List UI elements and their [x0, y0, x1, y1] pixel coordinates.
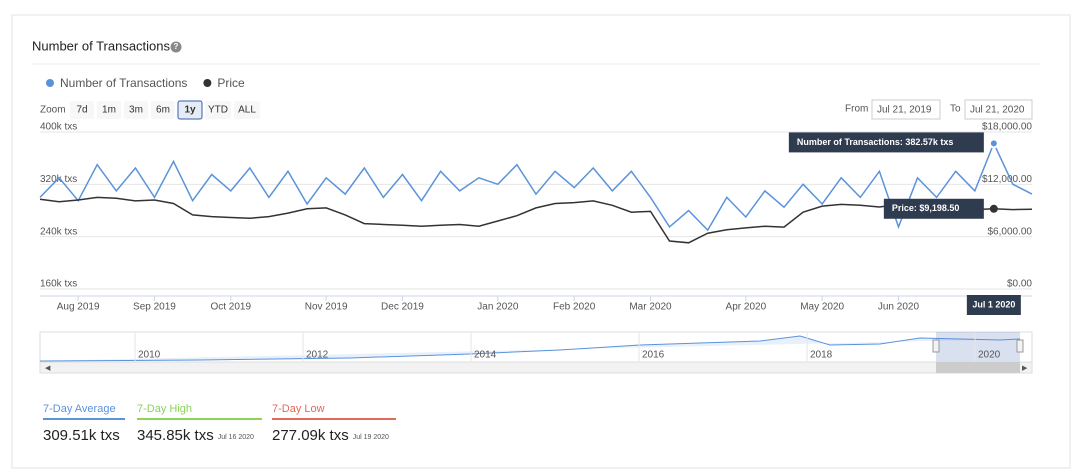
help-icon[interactable] [170, 41, 182, 53]
from-value: Jul 21, 2019 [877, 105, 932, 116]
navigator-year: 2014 [474, 350, 497, 361]
button-bg [234, 101, 260, 119]
hover-point [989, 204, 998, 213]
stat-label: 7-Day Average [43, 403, 116, 415]
y2-tick-label: $18,000.00 [982, 122, 1032, 133]
legend-marker [46, 79, 54, 87]
x-tick-label: Nov 2019 [305, 302, 348, 313]
stat-label: 7-Day Low [272, 403, 325, 415]
button-label: 3m [129, 105, 143, 116]
zoom-button[interactable]: 1y [177, 100, 203, 120]
navigator-year: 2010 [138, 350, 161, 361]
to-input[interactable] [964, 99, 1033, 120]
x-tick-label: Jun 2020 [878, 302, 920, 313]
button-label: ALL [238, 105, 256, 116]
x-tooltip-text: Jul 1 2020 [972, 299, 1015, 309]
y2-tick-label: $0.00 [1007, 279, 1032, 290]
button-label: YTD [208, 105, 228, 116]
to-label: To [950, 104, 961, 115]
button-bg [124, 101, 148, 119]
zoom-button[interactable]: 6m [151, 101, 175, 119]
from-label: From [845, 104, 868, 115]
x-tick-label: May 2020 [800, 302, 844, 313]
navigator-handle[interactable] [1016, 339, 1024, 353]
button-bg [97, 101, 121, 119]
zoom-button[interactable]: YTD [205, 101, 231, 119]
x-tick-label: Sep 2019 [133, 302, 176, 313]
scrollbar[interactable] [39, 361, 1033, 374]
series-line [39, 196, 1033, 244]
x-tick-label: Aug 2019 [57, 302, 100, 313]
navigator-year: 2020 [978, 350, 1001, 361]
x-tick-label: Oct 2019 [210, 302, 251, 313]
scrollbar-thumb[interactable] [936, 362, 1020, 373]
x-tick-label: Dec 2019 [381, 302, 424, 313]
x-tick-label: Mar 2020 [629, 302, 672, 313]
zoom-button[interactable]: ALL [234, 101, 260, 119]
stat-date: Jul 19 2020 [353, 434, 389, 441]
navigator-mask[interactable] [936, 332, 1020, 362]
to-value: Jul 21, 2020 [970, 105, 1025, 116]
series-line [39, 141, 1033, 232]
y-tick-label: 400k txs [40, 122, 77, 133]
y-tick-label: 160k txs [40, 279, 77, 290]
stat-value: 345.85k txs [137, 427, 214, 444]
from-input[interactable] [871, 99, 941, 120]
button-bg [70, 101, 94, 119]
stat-label: 7-Day High [137, 403, 192, 415]
tooltip-text: Price: $9,198.50 [892, 203, 960, 213]
stat-date: Jul 16 2020 [218, 434, 254, 441]
button-label: 1m [102, 105, 116, 116]
button-bg [205, 101, 231, 119]
navigator-handle[interactable] [932, 339, 940, 353]
stat-value: 309.51k txs [43, 427, 120, 444]
stat-value: 277.09k txs [272, 427, 349, 444]
button-label: 7d [76, 105, 87, 116]
button-bg [177, 100, 203, 120]
button-label: 6m [156, 105, 170, 116]
tooltip-text: Number of Transactions: 382.57k txs [797, 137, 954, 147]
tooltip [788, 132, 984, 153]
navigator-year: 2016 [642, 350, 665, 361]
y-tick-label: 320k txs [40, 174, 77, 185]
x-tick-label: Apr 2020 [726, 302, 767, 313]
zoom-label: Zoom [40, 105, 66, 116]
hover-point [988, 138, 999, 149]
legend-label[interactable]: Price [217, 76, 245, 90]
chart-title: Number of Transactions [32, 38, 171, 53]
help-glyph: ? [174, 42, 179, 51]
x-tick-label: Jan 2020 [477, 302, 519, 313]
y-tick-label: 240k txs [40, 226, 77, 237]
legend-label[interactable]: Number of Transactions [60, 76, 187, 90]
zoom-button[interactable]: 7d [70, 101, 94, 119]
scroll-right[interactable]: ▶ [1022, 365, 1028, 372]
y2-tick-label: $6,000.00 [988, 226, 1033, 237]
card [11, 14, 1071, 469]
navigator-year: 2012 [306, 350, 329, 361]
zoom-button[interactable]: 1m [97, 101, 121, 119]
navigator[interactable] [39, 331, 1033, 363]
scroll-left[interactable]: ◀ [45, 365, 51, 372]
zoom-button[interactable]: 3m [124, 101, 148, 119]
x-tick-label: Feb 2020 [553, 302, 596, 313]
navigator-series [39, 335, 1021, 362]
navigator-year: 2018 [810, 350, 833, 361]
legend-marker [203, 79, 212, 87]
tooltip [883, 198, 984, 219]
y2-tick-label: $12,000.00 [982, 174, 1032, 185]
button-bg [151, 101, 175, 119]
button-label: 1y [184, 105, 196, 116]
x-tooltip [966, 295, 1021, 315]
